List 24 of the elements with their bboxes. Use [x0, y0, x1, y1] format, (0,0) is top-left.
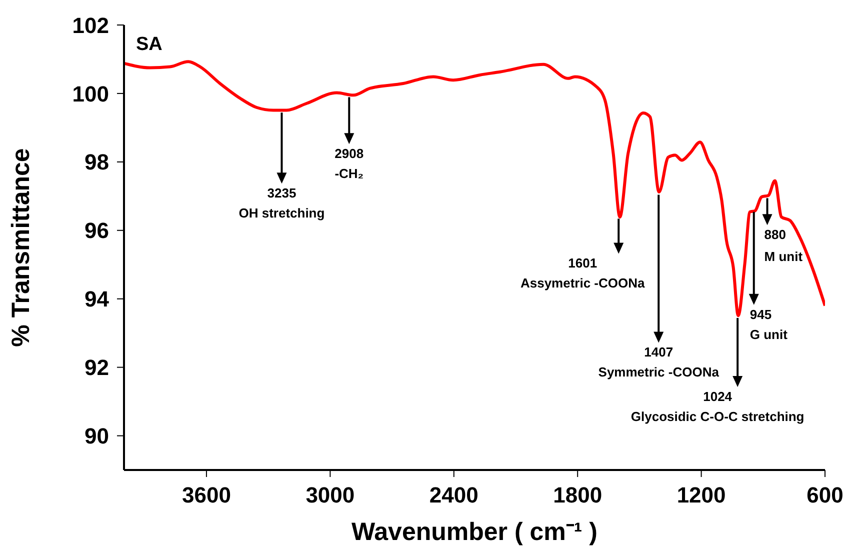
y-tick-label: 98 [84, 150, 109, 175]
x-axis-title: Wavenumber ( cm⁻¹ ) [351, 518, 598, 546]
annotation: 2908 -CH₂ [334, 146, 364, 182]
annotation: 1407 Symmetric -COONa [598, 344, 720, 380]
x-tick-label: 1800 [553, 482, 602, 508]
annotation: 945 G unit [750, 306, 788, 342]
y-axis-title: % Transmittance [6, 148, 35, 347]
y-tick-label: 100 [72, 81, 109, 106]
x-tick-label: 1200 [676, 482, 726, 508]
annotation: 880 M unit [764, 227, 804, 264]
y-tick-label: 90 [84, 424, 109, 449]
text: SA [136, 34, 162, 56]
y-tick-label: 92 [84, 355, 109, 380]
x-tick-label: 600 [806, 482, 844, 508]
line-series [124, 60, 825, 318]
annotation: 3235 OH stretching [238, 186, 325, 221]
x-tick-label: 3600 [182, 482, 231, 508]
y-tick-label: 102 [72, 12, 109, 38]
x-tick-label: 2400 [429, 482, 478, 508]
y-tick-label: 94 [84, 286, 110, 312]
y-tick-label: 96 [84, 218, 109, 244]
annotation: 1024 Glycosidic C-O-C stretching [630, 388, 804, 424]
x-tick-label: 3000 [306, 482, 355, 508]
annotation: 1601 Assymetric -COONa [520, 256, 646, 291]
